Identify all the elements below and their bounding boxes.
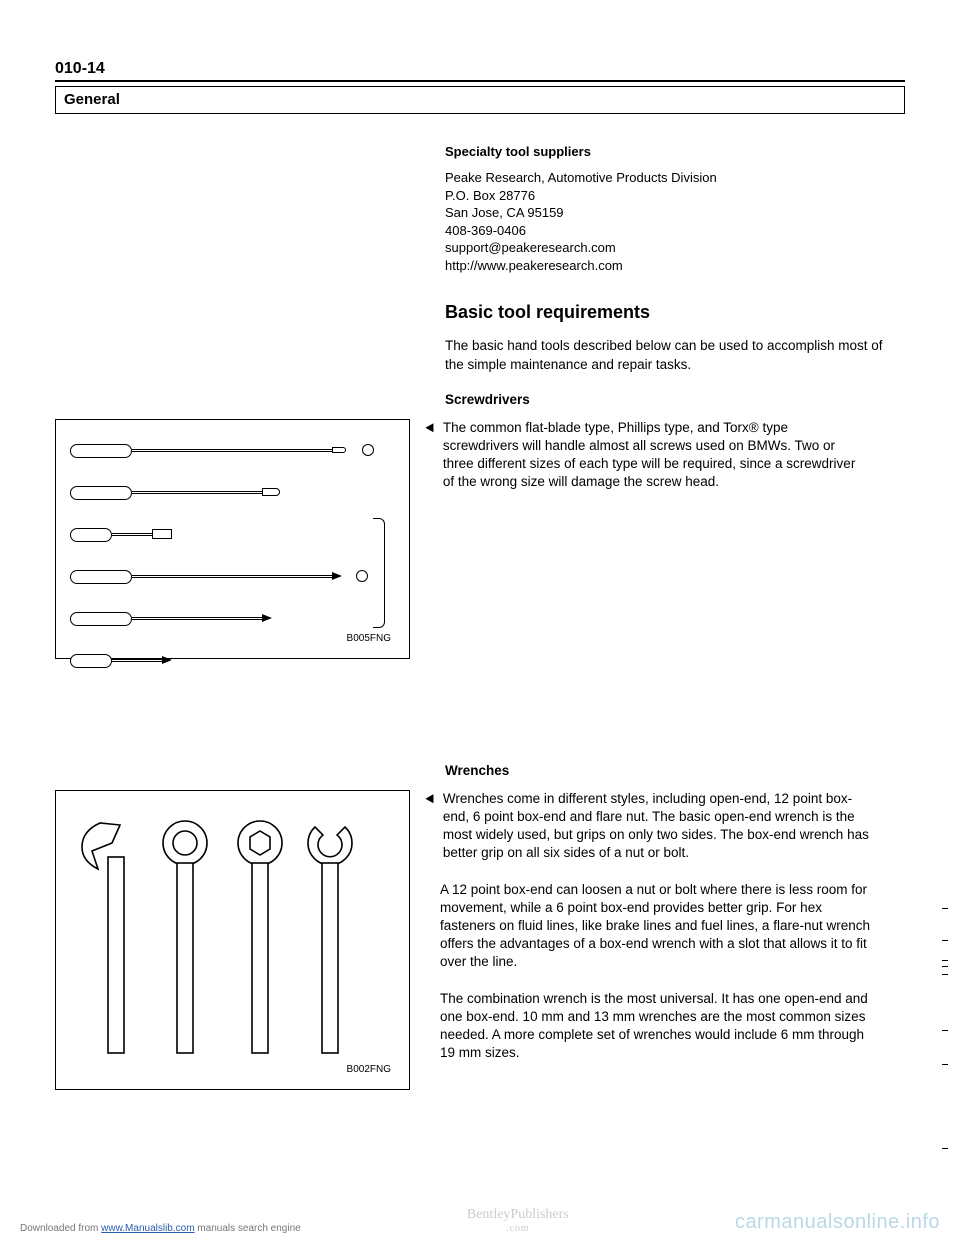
screwdrivers-figure: B005FNG bbox=[55, 419, 410, 659]
section-label: General bbox=[64, 91, 120, 108]
section-header-box: General bbox=[55, 86, 905, 114]
footer-brand: carmanualsonline.info bbox=[735, 1211, 940, 1234]
wrenches-row: B002FNG ◄ Wrenches come in different sty… bbox=[55, 790, 905, 1090]
wrenches-svg bbox=[70, 813, 390, 1063]
wrenches-p3: The combination wrench is the most unive… bbox=[440, 990, 877, 1063]
footer-left-suffix: manuals search engine bbox=[195, 1223, 301, 1234]
screwdrivers-body: The common flat-blade type, Phillips typ… bbox=[443, 419, 862, 492]
wrenches-text-col: ◄ Wrenches come in different styles, inc… bbox=[422, 790, 877, 1063]
screwdrivers-figure-label: B005FNG bbox=[347, 633, 391, 644]
wrenches-figure: B002FNG bbox=[55, 790, 410, 1090]
rule-top bbox=[55, 80, 905, 82]
screwdrivers-text-block: ◄ The common flat-blade type, Phillips t… bbox=[422, 419, 862, 492]
watermark-top: BentleyPublishers bbox=[301, 1207, 735, 1223]
wrenches-heading-block: Wrenches bbox=[445, 763, 885, 778]
supplier-heading: Specialty tool suppliers bbox=[445, 144, 885, 159]
page-number: 010-14 bbox=[55, 60, 905, 78]
footer-center-watermark: BentleyPublishers .com bbox=[301, 1207, 735, 1234]
basic-tools-heading: Basic tool requirements bbox=[445, 302, 885, 323]
footer-left: Downloaded from www.Manualslib.com manua… bbox=[20, 1223, 301, 1234]
edge-marks bbox=[942, 0, 948, 1242]
wrenches-p2: A 12 point box-end can loosen a nut or b… bbox=[440, 881, 877, 972]
watermark-sub: .com bbox=[301, 1223, 735, 1234]
pointer-arrow-icon: ◄ bbox=[423, 420, 436, 435]
basic-tools-intro: The basic hand tools described below can… bbox=[445, 337, 885, 373]
supplier-block: Specialty tool suppliers Peake Research,… bbox=[445, 144, 885, 407]
footer-link[interactable]: www.Manualslib.com bbox=[101, 1223, 194, 1234]
supplier-address: Peake Research, Automotive Products Divi… bbox=[445, 169, 885, 274]
footer-left-prefix: Downloaded from bbox=[20, 1223, 101, 1234]
wrenches-p1: Wrenches come in different styles, inclu… bbox=[443, 790, 877, 863]
spacer bbox=[55, 673, 905, 763]
wrenches-figure-label: B002FNG bbox=[347, 1064, 391, 1075]
page-footer: Downloaded from www.Manualslib.com manua… bbox=[0, 1207, 960, 1234]
screwdrivers-row: B005FNG ◄ The common flat-blade type, Ph… bbox=[55, 419, 905, 659]
wrenches-heading: Wrenches bbox=[445, 763, 885, 778]
screwdrivers-heading: Screwdrivers bbox=[445, 392, 885, 407]
pointer-arrow-icon: ◄ bbox=[423, 791, 436, 806]
